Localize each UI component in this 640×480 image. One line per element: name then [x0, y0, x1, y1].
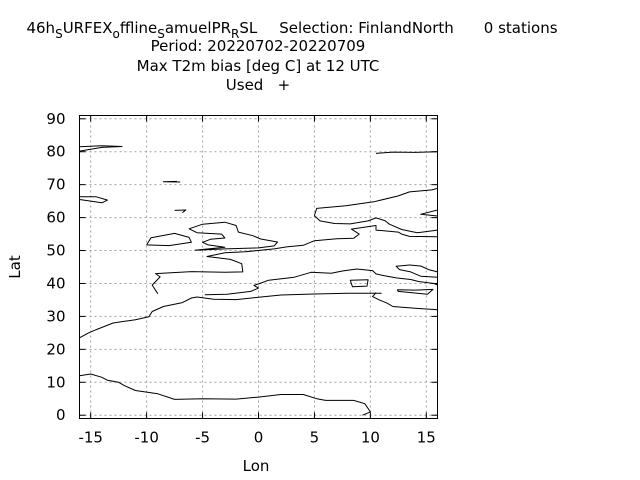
y-tick-label: 0: [56, 406, 66, 424]
y-tick-label: 90: [46, 110, 65, 128]
x-tick-label: 10: [361, 429, 380, 447]
y-tick-label: 40: [46, 274, 65, 292]
title-part: ffline: [120, 19, 157, 37]
x-tick-label: 5: [310, 429, 320, 447]
coastline: [163, 181, 180, 182]
legend-used: Used +: [226, 76, 290, 94]
coastline: [80, 293, 382, 338]
coastline: [147, 233, 192, 245]
coastline: [373, 293, 438, 310]
y-tick-label: 30: [46, 307, 65, 325]
title-part: amuelPR: [165, 19, 231, 37]
y-tick-label: 80: [46, 143, 65, 161]
title-part: 46h: [26, 19, 55, 37]
title-part: SL: [239, 19, 258, 37]
coastline: [205, 269, 438, 295]
coastline: [396, 265, 437, 277]
title-subscript: o: [112, 27, 119, 41]
coastline: [397, 289, 433, 294]
x-tick-label: -15: [78, 429, 103, 447]
chart-period: Period: 20220702-20220709: [151, 37, 366, 55]
x-tick-label: 0: [254, 429, 264, 447]
x-tick-label: -5: [195, 429, 210, 447]
coastline: [314, 188, 437, 215]
y-tick-label: 20: [46, 340, 65, 358]
title-part: URFEX: [63, 19, 113, 37]
coastline: [80, 146, 123, 151]
chart-title: Max T2m bias [deg C] at 12 UTC: [137, 57, 380, 75]
coastline: [80, 374, 371, 415]
title-subscript: S: [55, 27, 63, 41]
coastline: [175, 210, 186, 213]
axis-tick-labels: -15 -10 -5 0 5 10 15 0 10 20 30 40 50 60 70 80 90: [46, 110, 435, 447]
y-tick-label: 60: [46, 209, 65, 227]
y-tick-label: 10: [46, 373, 65, 391]
title-selection: Selection: FinlandNorth: [279, 19, 454, 37]
coastline: [410, 265, 438, 272]
coastline: [80, 197, 108, 203]
coastline: [421, 210, 438, 216]
y-tick-label: 50: [46, 242, 65, 260]
grid: [80, 116, 438, 419]
x-axis-label: Lon: [243, 457, 270, 475]
y-tick-label: 70: [46, 176, 65, 194]
x-tick-label: 15: [417, 429, 436, 447]
y-axis-label: Lat: [6, 255, 24, 279]
title-stations: 0 stations: [484, 19, 558, 37]
x-tick-label: -10: [134, 429, 159, 447]
